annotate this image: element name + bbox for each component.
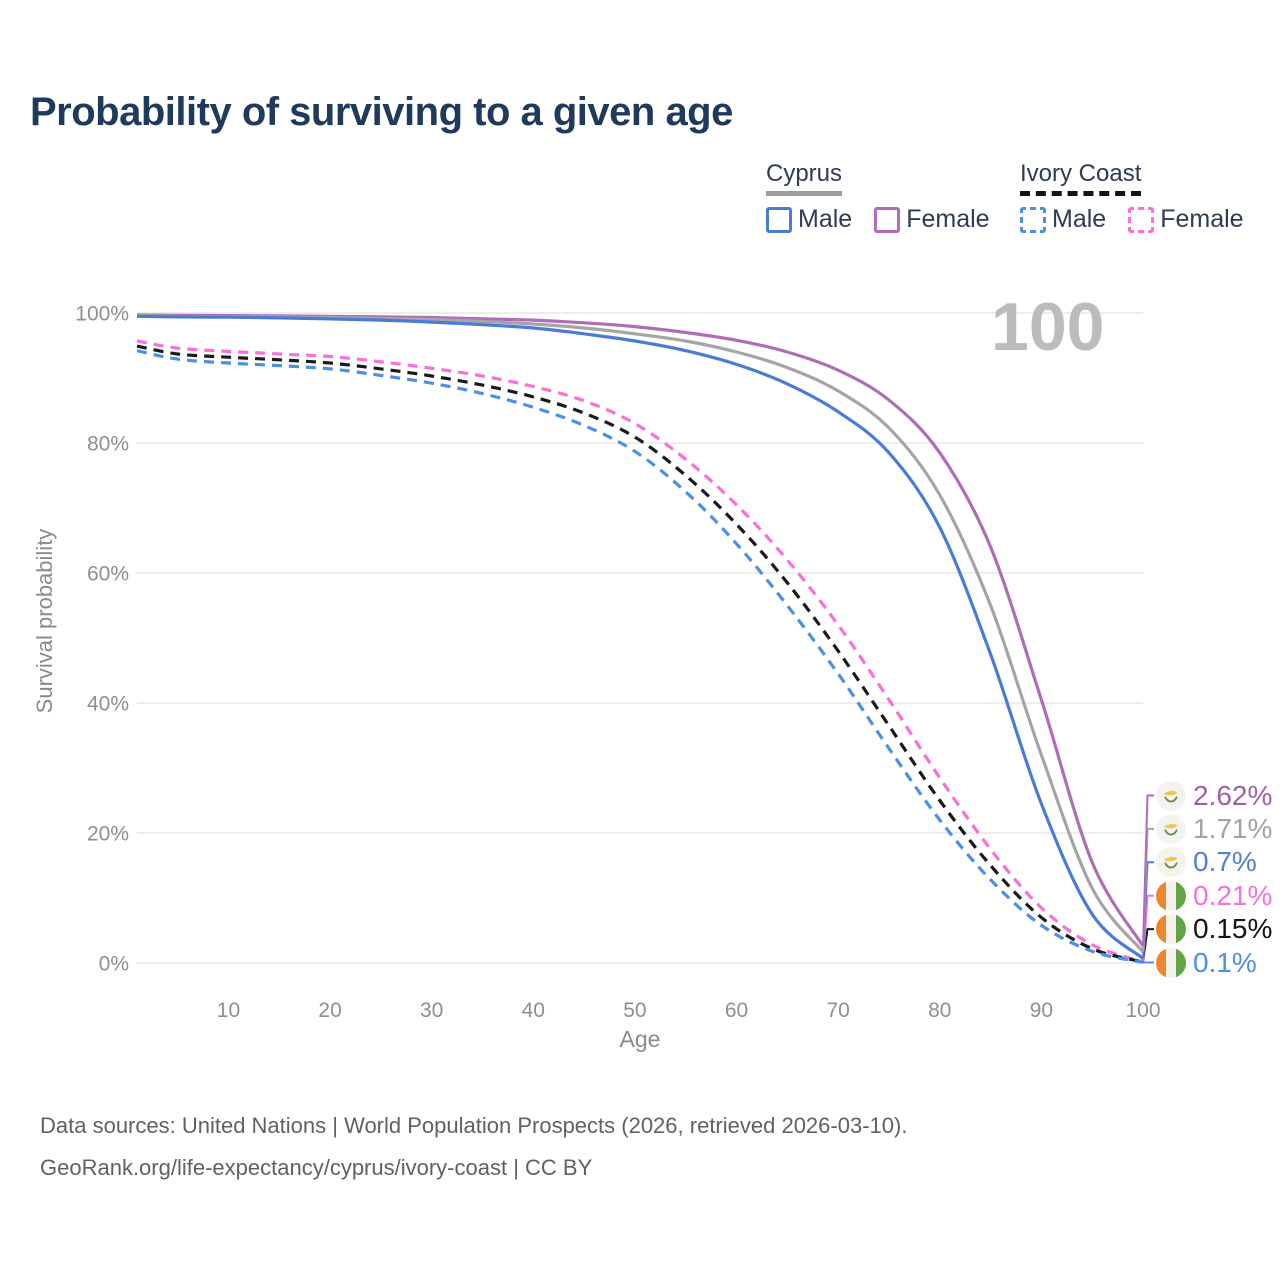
curve-ivory-coast-all [136,344,1144,964]
source-note: Data sources: United Nations | World Pop… [40,1105,907,1189]
legend-group-cyprus: Cyprus Male Female [766,160,990,234]
x-tick-label: 70 [826,999,849,1022]
curve-cyprus-male [136,314,1145,960]
y-tick-label: 100% [75,303,129,326]
curve-ivory-coast-male [136,349,1144,964]
cyprus-male-swatch-icon [766,206,792,233]
source-line-1: Data sources: United Nations | World Pop… [40,1113,908,1138]
legend-item-cyprus-female[interactable]: Female [874,205,990,234]
cyprus-flag-icon [1156,780,1186,811]
end-label-cyprus-male: 0.7% [1156,846,1257,878]
page-title: Probability of surviving to a given age [30,90,733,134]
ivory-coast-female-swatch-icon [1128,206,1155,233]
y-tick-label: 40% [87,693,129,716]
end-label-value: 1.71% [1193,812,1273,844]
x-tick-label: 30 [420,999,443,1022]
y-tick-label: 0% [99,953,129,976]
legend-item-ivory-coast-female[interactable]: Female [1128,205,1244,234]
legend-item-ivory-coast-male[interactable]: Male [1020,205,1106,234]
cyprus-flag-icon [1156,847,1186,878]
legend-group-ivory-coast: Ivory Coast Male Female [1020,160,1244,234]
end-label-value: 0.21% [1193,879,1273,911]
ivory-coast-flag-icon [1156,947,1186,978]
end-label-ivory-coast-male: 0.1% [1156,947,1257,979]
cyprus-flag-icon [1156,813,1186,844]
legend-title-cyprus[interactable]: Cyprus [766,160,843,196]
end-label-value: 0.1% [1193,946,1257,978]
y-tick-label: 80% [87,433,129,456]
ivory-coast-flag-icon [1156,914,1186,945]
end-label-value: 0.7% [1193,846,1257,878]
x-tick-label: 100 [1125,999,1160,1022]
curve-cyprus-all [136,314,1145,953]
x-tick-label: 20 [318,999,341,1022]
y-tick-label: 60% [87,563,129,586]
end-label-value: 2.62% [1193,779,1273,811]
end-label-cyprus-female: 2.62% [1156,780,1272,812]
x-tick-label: 60 [725,999,748,1022]
x-tick-label: 40 [522,999,545,1022]
ivory-coast-male-swatch-icon [1020,206,1046,233]
end-label-leader [1142,794,1154,947]
curve-cyprus-female [136,313,1145,947]
cyprus-female-swatch-icon [874,206,901,233]
y-tick-label: 20% [87,823,129,846]
ivory-coast-flag-icon [1156,880,1186,911]
end-label-ivory-coast-female: 0.21% [1156,880,1272,912]
age-counter-watermark: 100 [991,289,1105,365]
y-axis-title: Survival probability [32,528,57,714]
end-label-ivory-coast-all: 0.15% [1156,913,1272,945]
legend-title-ivory-coast[interactable]: Ivory Coast [1020,160,1142,196]
x-tick-label: 90 [1030,999,1053,1022]
legend-item-label: Female [906,205,990,233]
end-label-cyprus-all: 1.71% [1156,813,1272,845]
legend-item-label: Male [1052,205,1107,233]
legend-item-cyprus-male[interactable]: Male [766,205,852,234]
x-tick-label: 50 [623,999,646,1022]
x-tick-label: 80 [928,999,951,1022]
source-line-2: GeoRank.org/life-expectancy/cyprus/ivory… [40,1155,593,1180]
end-label-value: 0.15% [1193,913,1273,945]
legend-item-label: Female [1160,205,1244,233]
curve-ivory-coast-female [136,339,1144,964]
legend-item-label: Male [798,205,853,233]
x-tick-label: 10 [217,999,240,1022]
x-axis-title: Age [619,1026,661,1052]
